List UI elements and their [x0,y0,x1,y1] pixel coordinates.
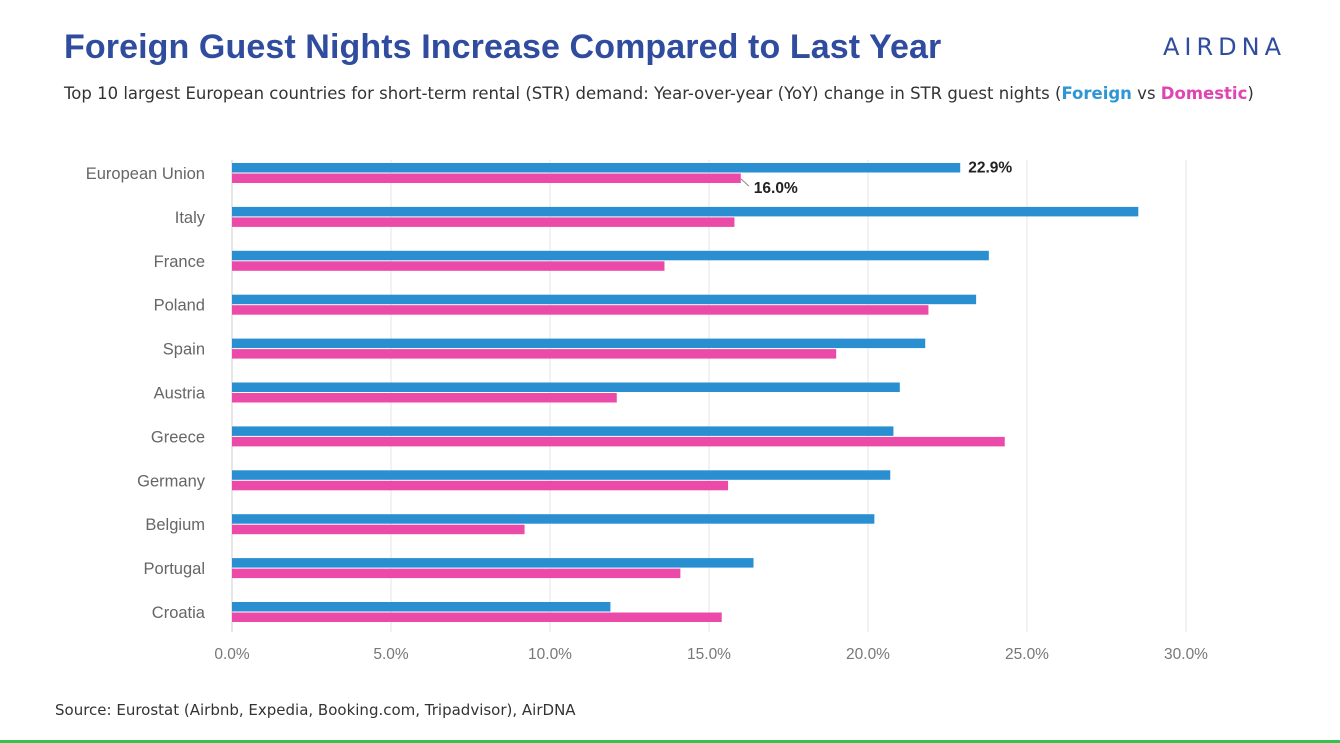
bar-domestic [232,524,525,535]
category-label: France [154,253,205,271]
data-label: 22.9% [968,160,1012,177]
bar-foreign [232,514,875,524]
bar-foreign [232,250,989,261]
bar-domestic [232,393,617,403]
bar-foreign [232,382,900,392]
subtitle-foreign: Foreign [1061,84,1132,103]
bar-foreign [232,602,611,612]
category-label: Portugal [144,560,205,578]
category-label: Spain [163,341,205,359]
category-label: Germany [137,472,206,490]
x-tick-label: 20.0% [846,646,890,663]
category-label: Croatia [152,604,206,622]
bar-domestic [232,436,1005,447]
bar-foreign [232,163,961,173]
x-tick-label: 15.0% [687,646,731,663]
bar-domestic [232,568,681,579]
subtitle-suffix: ) [1247,84,1254,103]
category-label: European Union [86,165,205,183]
category-label: Austria [154,385,206,403]
bar-domestic [232,217,735,227]
bar-domestic [232,612,722,622]
source-note: Source: Eurostat (Airbnb, Expedia, Booki… [55,701,576,719]
bar-foreign [232,294,977,305]
x-tick-label: 5.0% [373,646,409,663]
category-label: Poland [154,297,205,315]
category-label: Belgium [145,516,205,534]
bar-foreign [232,558,754,568]
bar-foreign [232,338,926,349]
bar-domestic [232,261,665,271]
airdna-logo: AIRDNA [1163,33,1287,61]
data-label-leader [740,178,750,187]
bar-chart: 0.0% 5.0% 10.0% 15.0% 20.0% 25.0% 30.0% Europea… [86,160,1208,664]
x-tick-label: 10.0% [528,646,572,663]
page-title: Foreign Guest Nights Increase Compared t… [64,28,942,66]
bottom-accent-line [0,740,1340,743]
bar-domestic [232,480,729,491]
subtitle-domestic: Domestic [1160,84,1248,103]
subtitle-vs: vs [1131,84,1161,103]
bar-domestic [232,173,741,183]
bar-foreign [232,206,1139,217]
x-tick-label: 25.0% [1005,646,1049,663]
x-tick-label: 0.0% [214,646,250,663]
bar-domestic [232,349,837,359]
subtitle-prefix: Top 10 largest European countries for sh… [64,84,1062,103]
chart-subtitle: Top 10 largest European countries for sh… [64,84,1254,103]
category-label: Greece [151,428,205,446]
bar-foreign [232,426,894,436]
data-label: 16.0% [754,180,798,197]
bar-domestic [232,305,929,315]
x-tick-label: 30.0% [1164,646,1208,663]
bar-foreign [232,470,891,480]
category-label: Italy [175,209,206,227]
